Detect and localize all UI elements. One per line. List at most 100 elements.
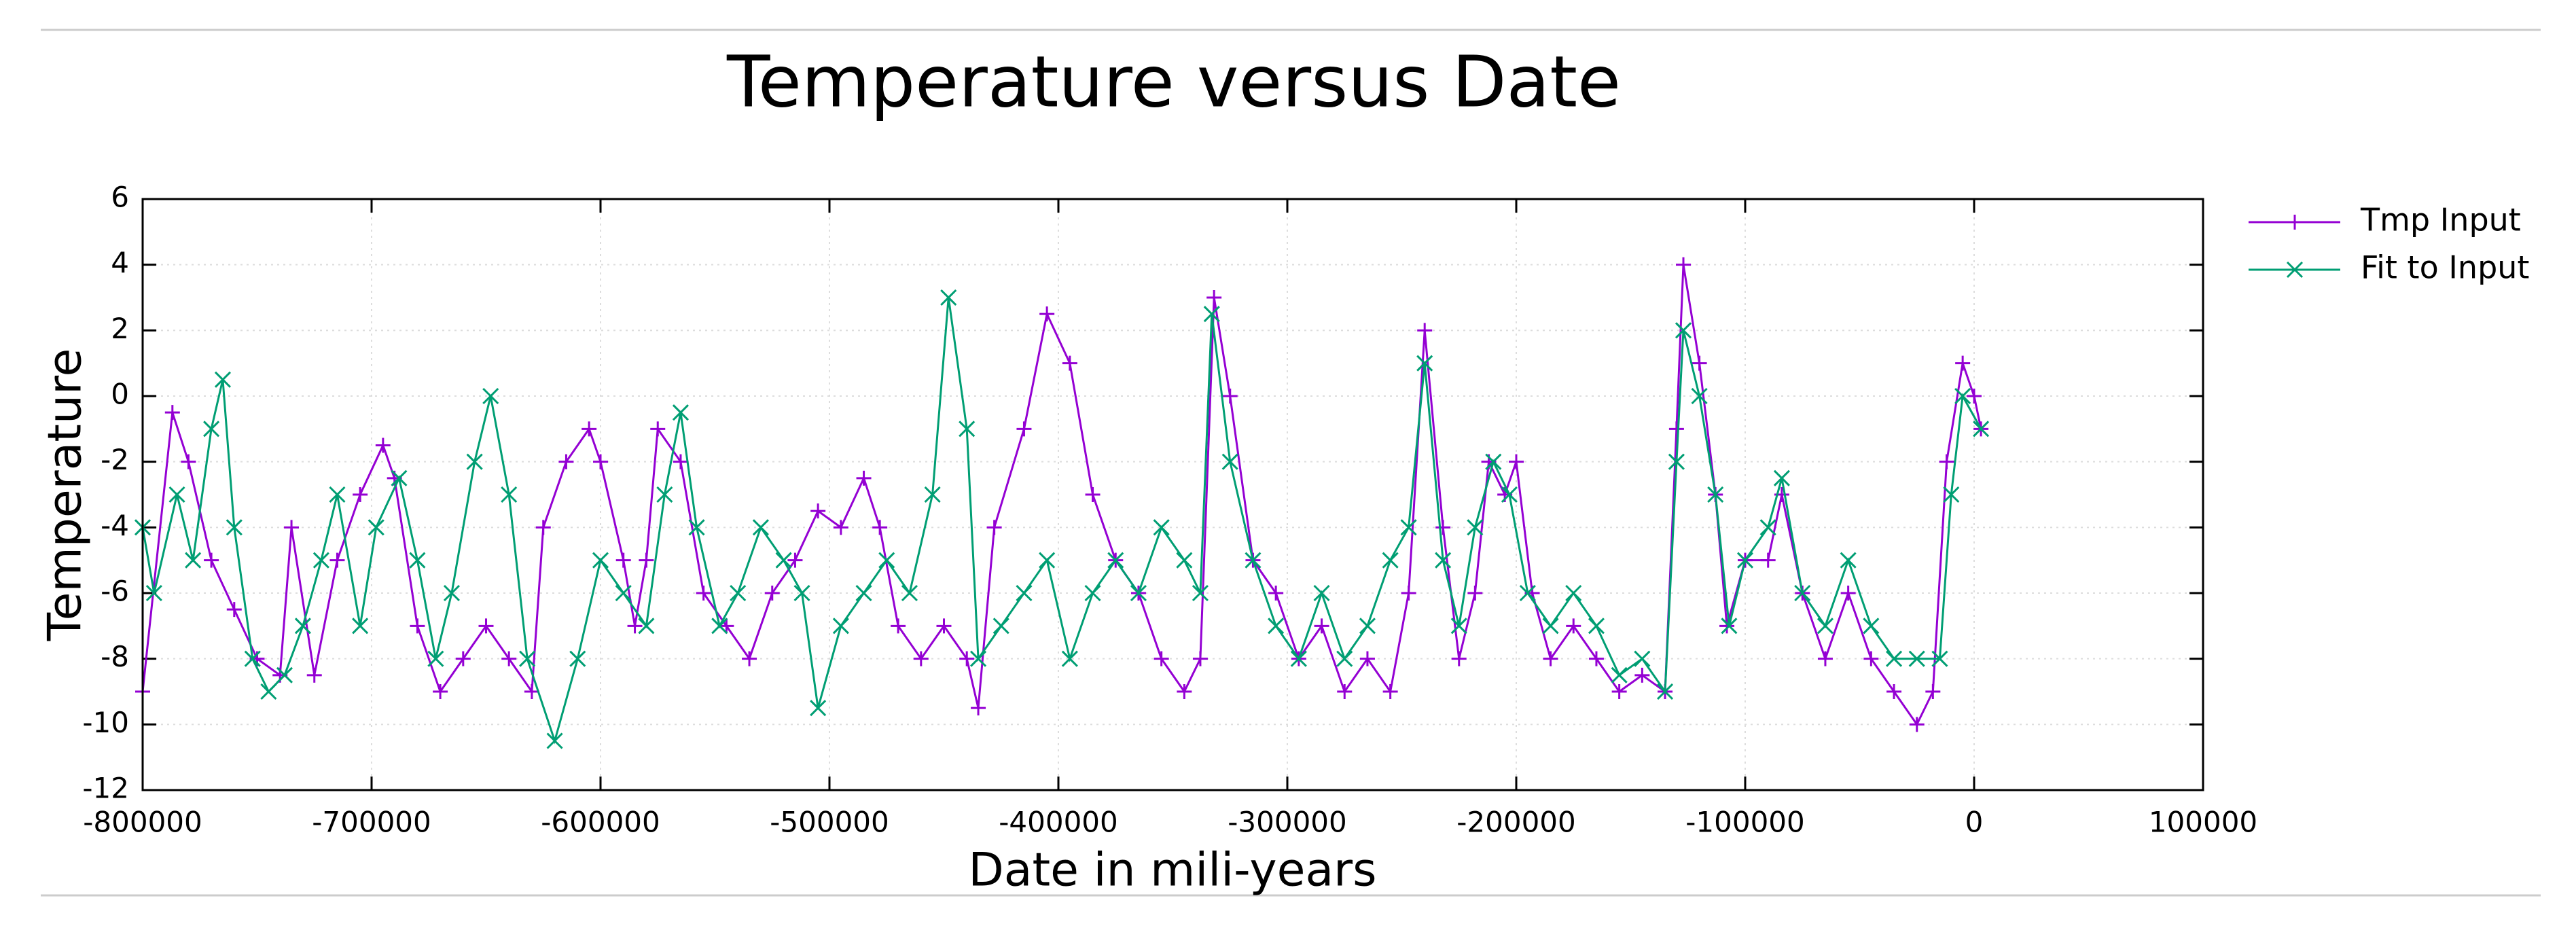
- data-point: [1794, 584, 1811, 602]
- data-point: [1955, 355, 1971, 371]
- data-point: [1863, 651, 1879, 666]
- data-point: [891, 618, 906, 634]
- data-point: [1611, 684, 1627, 699]
- y-tick-label: -6: [101, 575, 129, 608]
- data-point: [1543, 651, 1558, 666]
- data-point: [1719, 618, 1735, 634]
- data-point: [1967, 389, 1982, 404]
- data-point: [226, 519, 243, 536]
- data-point: [427, 650, 444, 667]
- data-point: [535, 520, 551, 535]
- y-tick-label: -2: [101, 443, 129, 476]
- data-point: [478, 618, 494, 634]
- data-point: [312, 552, 329, 569]
- chart-title: Temperature versus Date: [726, 40, 1621, 123]
- data-point: [872, 520, 888, 535]
- data-point: [204, 552, 219, 568]
- data-point: [260, 683, 277, 700]
- data-point: [145, 584, 162, 602]
- x-tick-label: -100000: [1685, 806, 1805, 839]
- data-point: [443, 584, 461, 602]
- data-point: [1435, 520, 1451, 535]
- data-point: [352, 618, 369, 635]
- data-point: [1206, 290, 1222, 305]
- data-point: [455, 651, 471, 666]
- y-tick-label: -4: [101, 509, 129, 542]
- data-point: [730, 584, 747, 602]
- data-point: [1417, 323, 1433, 338]
- data-point: [1192, 584, 1209, 602]
- data-point: [1359, 651, 1375, 666]
- data-point: [375, 438, 391, 453]
- data-point: [519, 650, 536, 667]
- data-point: [482, 387, 499, 405]
- data-point: [992, 618, 1009, 635]
- data-point: [1192, 651, 1208, 666]
- data-point: [1268, 586, 1284, 601]
- data-point: [1863, 618, 1880, 635]
- data-point: [1542, 618, 1559, 635]
- data-point: [1817, 618, 1834, 635]
- data-point: [855, 584, 872, 602]
- data-point: [1039, 552, 1056, 569]
- data-point: [1400, 519, 1417, 536]
- data-point: [1337, 684, 1353, 699]
- data-point: [878, 552, 895, 569]
- x-tick-label: -700000: [312, 806, 431, 839]
- data-point: [1886, 684, 1902, 699]
- data-point: [1760, 552, 1776, 568]
- series-line: [141, 297, 1982, 745]
- data-point: [569, 650, 586, 667]
- data-point: [959, 651, 975, 666]
- data-point: [1656, 683, 1674, 700]
- data-point: [1509, 454, 1524, 469]
- data-point: [1925, 684, 1941, 699]
- data-point: [924, 486, 941, 503]
- data-point: [1931, 650, 1948, 667]
- data-point: [787, 552, 803, 568]
- data-point: [1222, 389, 1238, 404]
- data-point: [1885, 650, 1903, 667]
- data-point: [546, 732, 563, 749]
- data-point: [913, 651, 929, 666]
- y-tick-label: 2: [111, 312, 129, 345]
- data-point: [615, 552, 631, 568]
- data-point: [1450, 618, 1467, 635]
- data-point: [638, 618, 655, 635]
- x-axis-label: Date in mili-years: [968, 844, 1376, 897]
- data-point: [276, 666, 293, 683]
- data-point: [1519, 584, 1536, 602]
- series-line: [141, 264, 1982, 727]
- data-point: [1084, 584, 1101, 602]
- data-point: [433, 684, 448, 699]
- data-point: [969, 650, 987, 667]
- data-point: [1668, 453, 1685, 470]
- x-tick-label: -300000: [1228, 806, 1347, 839]
- data-point: [1336, 650, 1353, 667]
- data-point: [1676, 257, 1692, 272]
- data-point: [650, 421, 666, 437]
- y-tick-label: 4: [111, 246, 129, 279]
- plot-frame: [141, 198, 2204, 791]
- data-point: [1939, 454, 1954, 469]
- data-point: [410, 618, 425, 634]
- data-point: [1290, 650, 1307, 667]
- data-point: [793, 584, 810, 602]
- data-point: [1153, 519, 1170, 536]
- data-point: [1221, 453, 1238, 470]
- data-point: [1634, 650, 1651, 667]
- data-point: [627, 618, 643, 634]
- data-point: [214, 371, 232, 388]
- x-tick-label: 0: [1965, 806, 1984, 839]
- legend: Tmp Input Fit to Input: [2249, 202, 2529, 286]
- data-point: [1016, 584, 1033, 602]
- data-point: [164, 405, 180, 421]
- data-point: [1840, 586, 1856, 601]
- data-point: [711, 618, 728, 635]
- data-point: [936, 618, 952, 634]
- y-tick-label: -10: [82, 706, 129, 739]
- data-point: [696, 586, 711, 601]
- data-point: [1314, 618, 1329, 634]
- data-point: [1817, 651, 1833, 666]
- x-tick-label: -800000: [83, 806, 202, 839]
